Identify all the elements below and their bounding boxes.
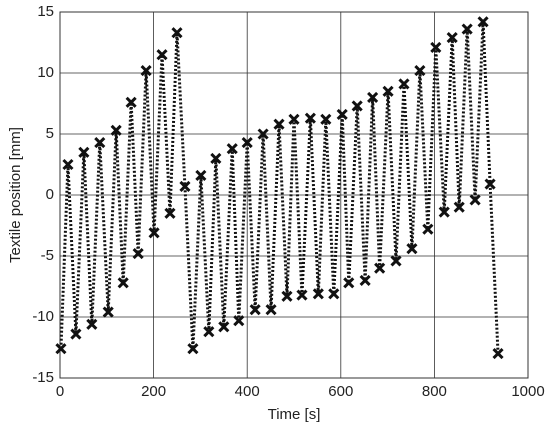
marker bbox=[312, 288, 324, 300]
marker bbox=[430, 41, 442, 53]
y-tick-label: -15 bbox=[32, 369, 54, 386]
marker bbox=[55, 343, 67, 355]
marker bbox=[414, 64, 426, 77]
marker bbox=[195, 169, 207, 182]
marker bbox=[140, 64, 152, 77]
marker bbox=[390, 255, 402, 267]
marker bbox=[187, 343, 199, 355]
marker bbox=[343, 277, 355, 289]
marker bbox=[320, 113, 332, 125]
marker bbox=[422, 223, 434, 235]
x-tick-label: 800 bbox=[422, 383, 447, 400]
marker bbox=[132, 247, 144, 260]
y-tick-label: 10 bbox=[37, 64, 54, 81]
y-tick-label: 0 bbox=[46, 186, 54, 203]
marker bbox=[156, 49, 168, 61]
plot-frame bbox=[59, 11, 529, 379]
marker bbox=[86, 318, 98, 330]
x-tick-label: 600 bbox=[328, 383, 353, 400]
marker bbox=[328, 288, 340, 300]
y-axis-label: Textile position [mm] bbox=[7, 127, 24, 263]
marker bbox=[148, 227, 160, 239]
marker bbox=[304, 112, 316, 124]
marker bbox=[281, 290, 293, 302]
marker bbox=[203, 326, 215, 338]
marker bbox=[367, 91, 379, 103]
marker bbox=[484, 178, 496, 190]
marker bbox=[406, 243, 418, 255]
y-tick-label: 15 bbox=[37, 3, 54, 20]
marker bbox=[179, 180, 191, 193]
marker bbox=[233, 315, 245, 327]
marker bbox=[336, 108, 348, 121]
marker bbox=[296, 289, 308, 301]
marker bbox=[351, 100, 363, 112]
marker bbox=[226, 143, 238, 155]
marker bbox=[374, 262, 386, 274]
x-tick-label: 200 bbox=[141, 383, 166, 400]
marker bbox=[171, 27, 183, 39]
marker bbox=[461, 23, 473, 35]
marker bbox=[94, 136, 106, 149]
marker bbox=[241, 136, 253, 149]
marker bbox=[102, 306, 114, 318]
marker bbox=[125, 96, 137, 108]
marker bbox=[210, 152, 222, 164]
x-tick-label: 0 bbox=[56, 383, 64, 400]
marker bbox=[382, 85, 394, 97]
marker bbox=[70, 328, 82, 340]
marker bbox=[469, 194, 481, 206]
data-line bbox=[59, 21, 500, 354]
marker bbox=[288, 113, 300, 125]
x-axis-label: Time [s] bbox=[268, 406, 321, 423]
marker bbox=[117, 277, 129, 289]
marker bbox=[359, 274, 371, 286]
y-tick-label: 5 bbox=[46, 125, 54, 142]
marker bbox=[257, 128, 269, 140]
marker bbox=[398, 78, 410, 90]
marker bbox=[446, 32, 458, 44]
marker bbox=[164, 207, 176, 219]
x-tick-label: 1000 bbox=[511, 383, 544, 400]
marker bbox=[265, 304, 277, 316]
marker bbox=[110, 124, 122, 136]
marker bbox=[438, 206, 450, 218]
marker bbox=[273, 118, 285, 130]
marker bbox=[492, 348, 504, 360]
marker bbox=[249, 304, 261, 316]
y-tick-label: -5 bbox=[41, 247, 54, 264]
marker bbox=[477, 16, 489, 28]
marker bbox=[218, 321, 230, 333]
marker bbox=[78, 146, 90, 158]
marker bbox=[453, 201, 465, 213]
y-tick-label: -10 bbox=[32, 308, 54, 325]
x-tick-label: 400 bbox=[235, 383, 260, 400]
marker bbox=[62, 158, 74, 171]
